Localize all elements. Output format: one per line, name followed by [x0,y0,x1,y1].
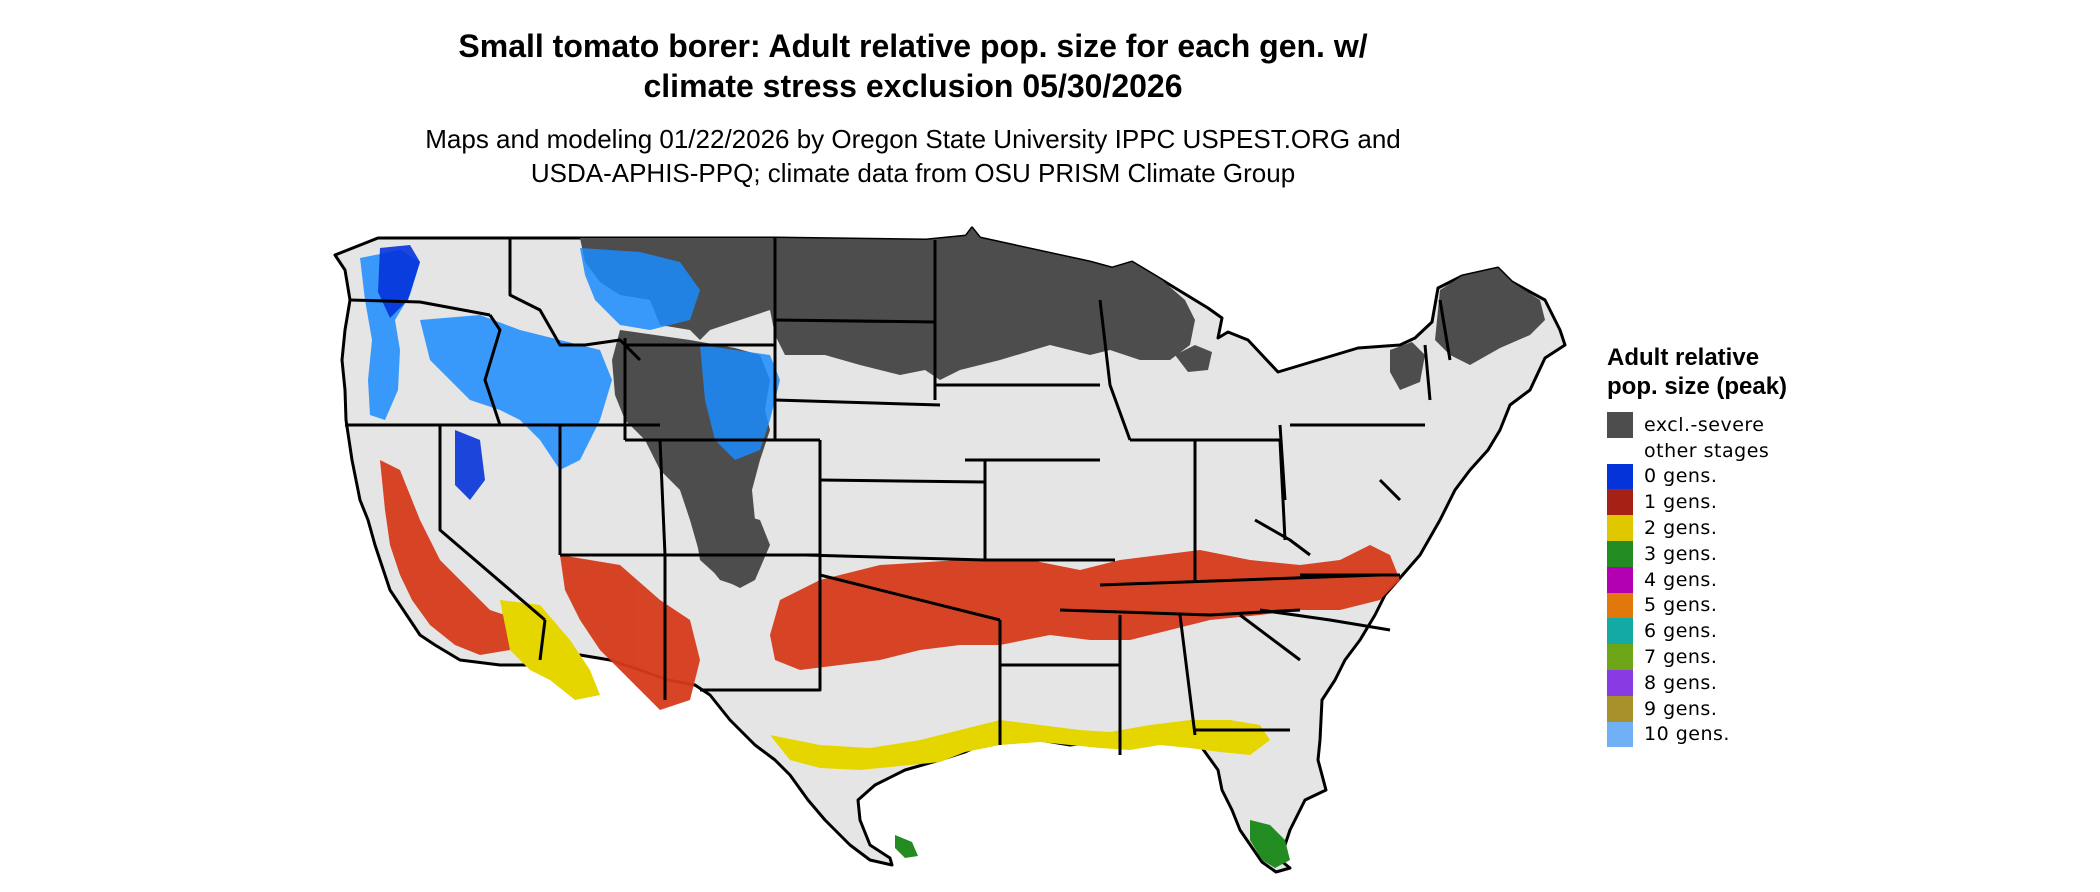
legend-item: 10 gens. [1607,721,1927,748]
zone-gulf-coast-yellow [770,720,1270,770]
border-al-ga [1178,614,1197,736]
map-subtitle: Maps and modeling 01/22/2026 by Oregon S… [300,122,1526,190]
border-ca-nv [438,425,546,622]
legend-label: excl.-severe [1644,413,1765,436]
legend-item: 9 gens. [1607,695,1927,722]
legend-swatch [1607,695,1633,722]
zone-southern-belt-red [770,545,1400,670]
legend-item: 8 gens. [1607,669,1927,696]
zone-michigan-up [1175,345,1212,372]
legend-swatch [1607,412,1633,438]
zone-northern-plains [580,228,1195,380]
border-id-mt [508,238,642,362]
legend-swatch [1607,540,1633,567]
legend-label: other stages [1644,439,1770,462]
border-nc-sc [1259,608,1391,632]
zero-gen-zones [360,248,780,470]
border-wv-va [1254,518,1311,557]
legend-item: 2 gens. [1607,515,1927,541]
map-title-line-2: climate stress exclusion 05/30/2026 [643,68,1183,104]
zone-south-texas-green [895,835,918,858]
legend-item: 0 gens. [1607,463,1927,490]
legend-item: other stages [1607,437,1927,464]
border-ny-vt [1423,344,1432,401]
map-title-line-1: Small tomato borer: Adult relative pop. … [458,28,1368,64]
border-oh-pa [1278,424,1287,501]
legend-item: excl.-severe [1607,412,1927,438]
border-ok-tx [819,573,1001,622]
legend-label: 10 gens. [1644,723,1730,746]
border-wa-or [349,298,491,317]
zone-arizona-yellow [500,600,600,700]
border-mn-wi [1098,299,1132,441]
zone-adirondacks [1390,342,1425,390]
legend-item: 4 gens. [1607,566,1927,593]
border-ca-az [538,619,547,661]
legend-swatch [1607,592,1633,619]
zone-south-florida-green [1250,820,1290,868]
two-gen-zones [500,600,1270,770]
legend-item: 5 gens. [1607,592,1927,619]
border-sd-ne [774,398,941,407]
zone-wyoming-blue [700,345,780,460]
legend-swatch [1607,463,1633,490]
state-borders [345,238,1452,755]
legend-item: 6 gens. [1607,618,1927,645]
legend-label: 2 gens. [1644,517,1718,540]
legend-swatch [1607,721,1633,748]
border-nd-sd [774,318,936,324]
us-map [333,226,1567,874]
legend-label: 8 gens. [1644,671,1718,694]
legend-label: 3 gens. [1644,542,1718,565]
border-vt-nh [1438,299,1452,361]
three-gen-zones [895,820,1290,868]
legend-label: 0 gens. [1644,465,1718,488]
legend-label: 5 gens. [1644,594,1718,617]
legend-swatch [1607,644,1633,670]
map-subtitle-line-1: Maps and modeling 01/22/2026 by Oregon S… [425,124,1401,154]
border-ky-tn [1099,573,1381,587]
legend-item: 7 gens. [1607,644,1927,670]
map-title: Small tomato borer: Adult relative pop. … [300,26,1526,106]
legend-label: 9 gens. [1644,697,1718,720]
zone-california-red [380,460,540,655]
legend-label: 7 gens. [1644,646,1718,669]
zone-maine [1435,268,1545,365]
border-ne-ks [819,478,986,484]
border-nm-tx [700,555,822,692]
zone-nevada-dark [455,430,485,500]
border-md-de [1378,478,1402,502]
border-ga-sc [1239,613,1301,662]
legend-label: 1 gens. [1644,491,1718,514]
legend-swatch [1607,489,1633,516]
legend-swatch [1607,669,1633,696]
legend-label: 6 gens. [1644,620,1718,643]
zone-colorado-south [690,500,770,588]
zone-idaho-blue [580,248,700,330]
legend-title: Adult relative pop. size (peak) [1607,344,1788,400]
legend-swatch [1607,618,1633,645]
legend-swatch [1607,515,1633,541]
border-or-id [483,314,502,426]
legend-items: excl.-severe other stages 0 gens. 1 gens. 2 … [1607,412,1927,748]
map-legend: Adult relative pop. size (peak) excl.-se… [1607,343,1927,748]
map-subtitle-line-2: USDA-APHIS-PPQ; climate data from OSU PR… [530,158,1296,188]
legend-item: 1 gens. [1607,489,1927,516]
legend-swatch [1607,437,1633,464]
legend-item: 3 gens. [1607,540,1927,567]
legend-swatch [1607,566,1633,593]
border-ks-ok [804,553,986,562]
legend-label: 4 gens. [1644,568,1718,591]
zone-great-basin-blue [420,315,612,470]
